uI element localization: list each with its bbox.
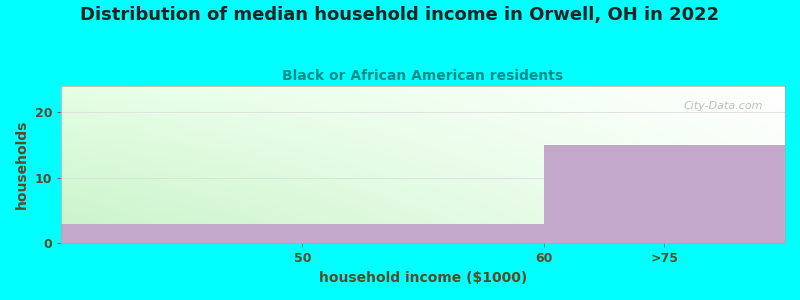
Title: Black or African American residents: Black or African American residents	[282, 69, 564, 83]
Y-axis label: households: households	[15, 120, 29, 209]
X-axis label: household income ($1000): household income ($1000)	[319, 271, 527, 285]
Bar	[61, 224, 544, 243]
Text: City-Data.com: City-Data.com	[684, 101, 763, 111]
Text: Distribution of median household income in Orwell, OH in 2022: Distribution of median household income …	[81, 6, 719, 24]
Bar	[544, 145, 785, 243]
